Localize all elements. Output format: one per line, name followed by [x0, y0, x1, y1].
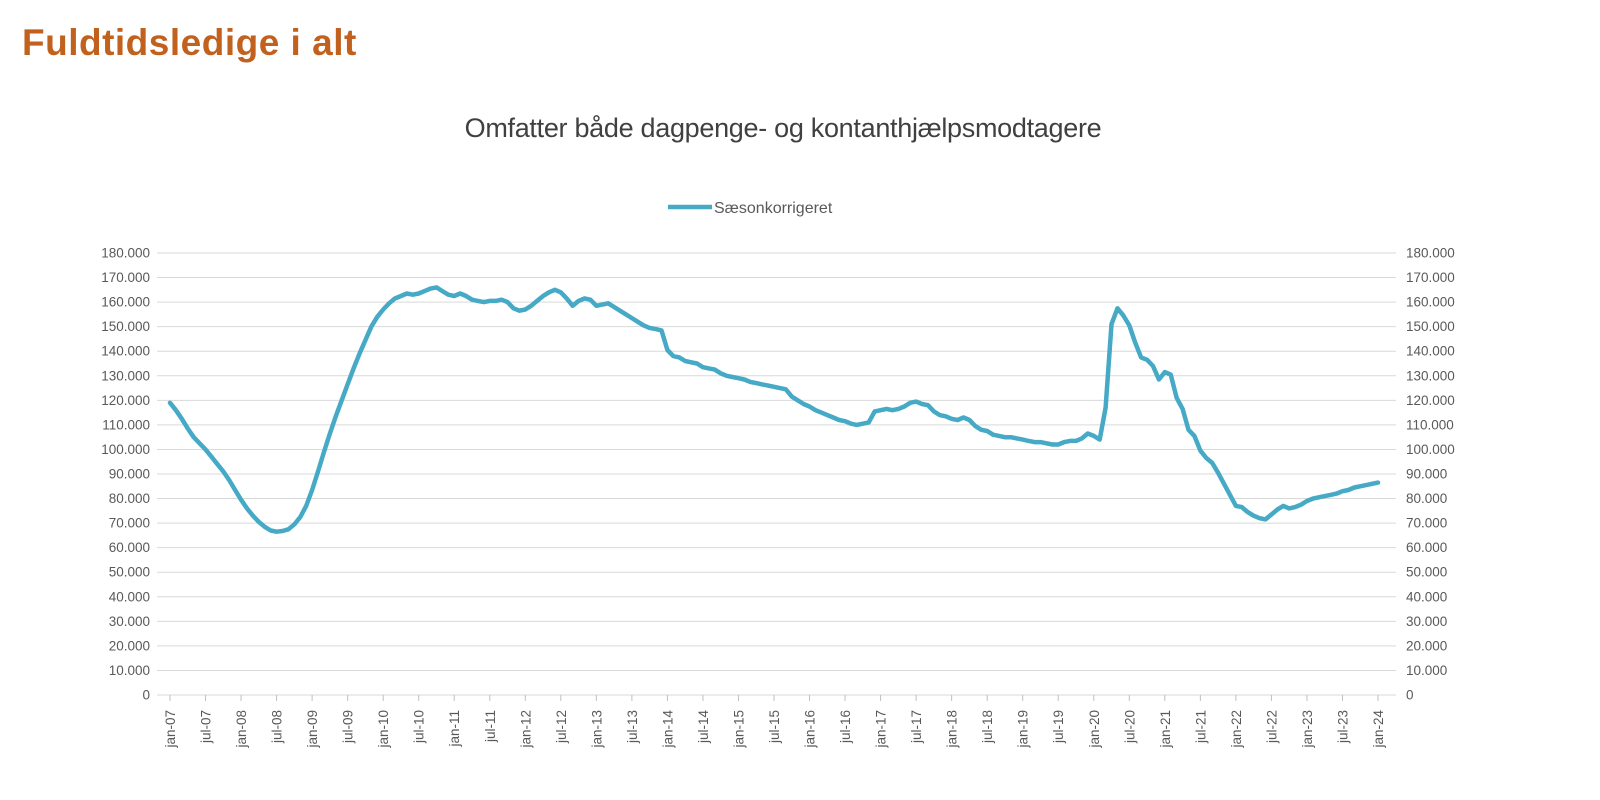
- y-axis-tick-label-right: 130.000: [1406, 368, 1455, 383]
- x-axis-tick-label: jan-09: [305, 710, 320, 749]
- x-axis-tick-label: jul-18: [980, 710, 995, 744]
- x-axis-tick-label: jul-16: [838, 710, 853, 744]
- x-axis-tick-label: jan-19: [1016, 710, 1031, 749]
- x-axis-tick-label: jul-22: [1264, 710, 1279, 744]
- y-axis-tick-label-left: 10.000: [109, 663, 150, 678]
- y-axis-tick-label-left: 80.000: [109, 491, 150, 506]
- y-axis-tick-label-right: 100.000: [1406, 442, 1455, 457]
- y-axis-tick-label-left: 100.000: [101, 442, 150, 457]
- y-axis-left-labels: 0 10.000 20.000 30.000 40.000 50.000 60.000 70.…: [101, 246, 150, 703]
- y-axis-tick-label-left: 50.000: [109, 565, 150, 580]
- x-axis-tick-label: jan-22: [1229, 710, 1244, 749]
- x-axis-tick-label: jul-23: [1335, 710, 1350, 744]
- y-axis-tick-label-right: 80.000: [1406, 491, 1447, 506]
- y-axis-tick-label-right: 60.000: [1406, 540, 1447, 555]
- x-axis-tick-label: jan-08: [234, 710, 249, 749]
- x-axis-tick-label: jan-13: [589, 710, 604, 749]
- y-axis-tick-label-left: 110.000: [102, 417, 150, 432]
- y-axis-tick-label-left: 150.000: [101, 319, 150, 334]
- gridlines: [157, 252, 1396, 696]
- x-axis-tick-label: jul-14: [696, 710, 711, 745]
- x-axis-tick-label: jul-21: [1193, 710, 1208, 744]
- y-axis-tick-label-right: 10.000: [1406, 663, 1447, 678]
- legend: Sæsonkorrigeret: [668, 200, 833, 217]
- x-axis-tick-label: jan-12: [518, 710, 533, 749]
- y-axis-tick-label-left: 20.000: [109, 638, 150, 653]
- x-axis-labels: jan-07 jul-07 jan-08 jul-08 jan-09 jul-09 jan-…: [163, 695, 1386, 749]
- x-axis-tick-label: jul-09: [341, 710, 356, 744]
- x-axis-tick-label: jan-16: [803, 710, 818, 749]
- x-axis-tick-label: jul-19: [1051, 710, 1066, 744]
- x-axis-tick-label: jul-15: [767, 710, 782, 744]
- x-axis-tick-label: jul-08: [270, 710, 285, 744]
- y-axis-right-labels: 0 10.000 20.000 30.000 40.000 50.000 60.000 70.…: [1406, 246, 1455, 703]
- y-axis-tick-label-right: 140.000: [1406, 344, 1455, 359]
- y-axis-tick-label-left: 90.000: [109, 467, 150, 482]
- y-axis-tick-label-left: 170.000: [101, 270, 150, 285]
- y-axis-tick-label-right: 170.000: [1406, 270, 1455, 285]
- y-axis-tick-label-right: 30.000: [1406, 614, 1447, 629]
- y-axis-tick-label-left: 40.000: [109, 589, 150, 604]
- y-axis-tick-label-right: 150.000: [1406, 319, 1455, 334]
- x-axis-tick-label: jan-07: [163, 710, 178, 749]
- x-axis-tick-label: jul-07: [199, 710, 214, 744]
- y-axis-tick-label-left: 0: [142, 688, 150, 703]
- x-axis-tick-label: jan-24: [1371, 710, 1386, 749]
- y-axis-tick-label-right: 90.000: [1406, 467, 1447, 482]
- y-axis-tick-label-left: 70.000: [109, 516, 150, 531]
- y-axis-tick-label-right: 110.000: [1406, 417, 1454, 432]
- y-axis-tick-label-right: 70.000: [1406, 516, 1447, 531]
- x-axis-tick-label: jul-11: [483, 710, 498, 743]
- y-axis-tick-label-left: 130.000: [101, 368, 150, 383]
- x-axis-tick-label: jul-13: [625, 710, 640, 744]
- x-axis-tick-label: jan-11: [447, 710, 462, 748]
- chart-subtitle: Omfatter både dagpenge- og kontanthjælps…: [464, 113, 1102, 143]
- series-line: [167, 285, 1381, 534]
- y-axis-tick-label-right: 40.000: [1406, 589, 1447, 604]
- y-axis-tick-label-right: 0: [1406, 688, 1414, 703]
- data-line-saesonkorrigeret: [167, 285, 1381, 534]
- y-axis-tick-label-left: 160.000: [101, 295, 150, 310]
- x-axis-tick-label: jul-17: [909, 710, 924, 744]
- legend-label: Sæsonkorrigeret: [714, 200, 833, 217]
- x-axis-tick-label: jan-17: [874, 710, 889, 749]
- page-title: Fuldtidsledige i alt: [22, 22, 357, 63]
- x-axis-tick-label: jul-20: [1122, 710, 1137, 744]
- x-axis-tick-label: jan-14: [660, 710, 675, 749]
- y-axis-tick-label-right: 20.000: [1406, 638, 1447, 653]
- y-axis-tick-label-right: 180.000: [1406, 246, 1455, 261]
- x-axis-tick-label: jan-21: [1158, 710, 1173, 749]
- y-axis-tick-label-left: 120.000: [101, 393, 150, 408]
- x-axis-tick-label: jan-20: [1087, 710, 1102, 749]
- x-axis-tick-label: jan-10: [376, 710, 391, 749]
- x-axis-tick-label: jul-10: [412, 710, 427, 744]
- y-axis-tick-label-right: 160.000: [1406, 295, 1455, 310]
- x-axis-tick-label: jul-12: [554, 710, 569, 744]
- y-axis-tick-label-left: 180.000: [101, 246, 150, 261]
- x-axis-tick-label: jan-23: [1300, 710, 1315, 749]
- y-axis-tick-label-right: 50.000: [1406, 565, 1447, 580]
- x-axis-tick-label: jan-15: [731, 710, 746, 749]
- y-axis-tick-label-left: 140.000: [101, 344, 150, 359]
- y-axis-tick-label-right: 120.000: [1406, 393, 1455, 408]
- x-axis-tick-label: jan-18: [945, 710, 960, 749]
- y-axis-tick-label-left: 30.000: [109, 614, 150, 629]
- y-axis-tick-label-left: 60.000: [109, 540, 150, 555]
